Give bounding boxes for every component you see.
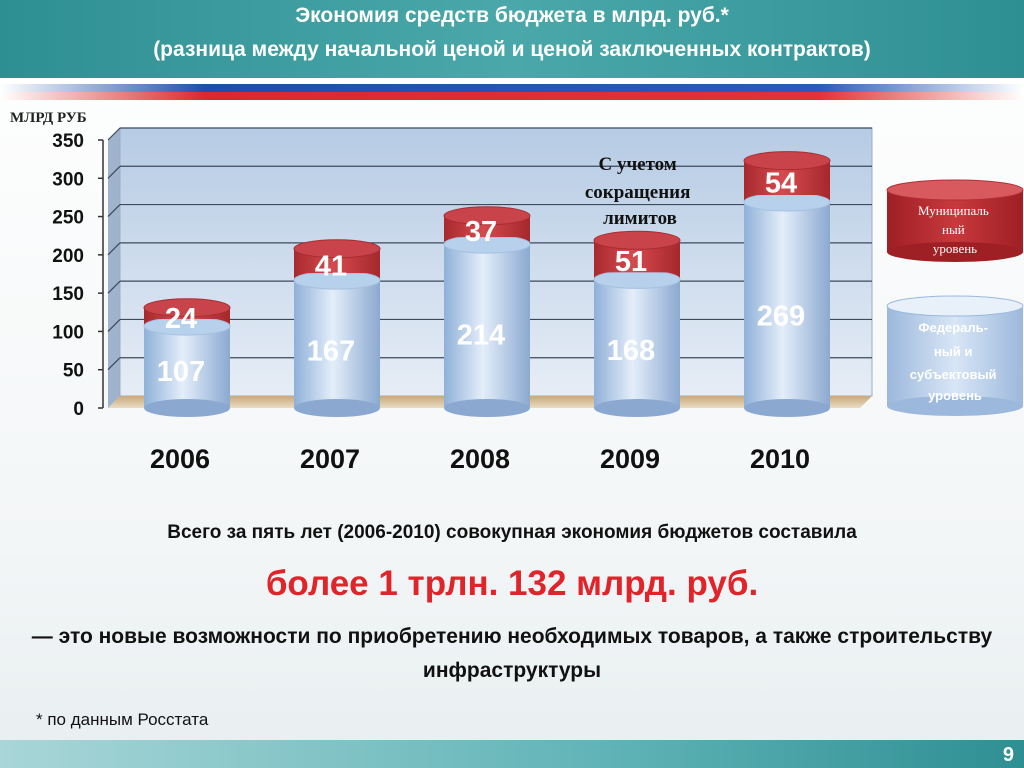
category-label: 2009 <box>600 444 660 474</box>
y-tick-label: 200 <box>52 246 84 267</box>
legend-federal-line-1: Федераль- <box>918 320 988 335</box>
gridline-diag <box>107 127 121 141</box>
legend-municipal-top <box>886 179 1024 201</box>
value-label-municipal: 41 <box>315 250 347 282</box>
slide-title: Экономия средств бюджета в млрд. руб.* <box>295 4 729 27</box>
bar-federal-base <box>744 399 830 417</box>
legend-municipal-line-1: Муниципаль <box>918 203 989 218</box>
category-label: 2006 <box>150 444 210 474</box>
bar-2006: 107 24 <box>143 298 231 417</box>
svg-text:Федераль- ный и су: Федераль- ный и субъектовый уровень <box>910 320 1000 403</box>
bar-federal-base <box>144 399 230 417</box>
value-label-federal: 269 <box>757 300 805 332</box>
summary-line-1: Всего за пять лет (2006-2010) совокупная… <box>167 522 857 543</box>
gridline-diag <box>107 242 121 256</box>
annotation-line-1: С учетом <box>598 154 676 175</box>
legend-federal-bottom <box>887 396 1023 416</box>
bar-federal-body <box>444 244 530 408</box>
bar-top-cap <box>293 239 381 259</box>
bar-federal-body <box>144 326 230 408</box>
page-number: 9 <box>1002 744 1014 766</box>
slide-subtitle: (разница между начальной ценой и ценой з… <box>153 38 871 61</box>
bar-federal-body <box>594 279 680 408</box>
gridline-diag <box>107 280 121 294</box>
value-label-municipal: 24 <box>165 303 197 335</box>
footnote: * по данным Росстата <box>36 710 209 729</box>
gridline-diag <box>107 357 121 371</box>
legend-municipal-line-2: ный <box>942 222 965 237</box>
category-labels: 2006 2007 2008 2009 2010 <box>150 444 810 474</box>
gridline-diag <box>107 319 121 332</box>
summary-total: более 1 трлн. 132 млрд. руб. <box>265 564 759 603</box>
category-label: 2007 <box>300 444 360 474</box>
category-label: 2008 <box>450 444 510 474</box>
annotation-line-2: сокращения <box>585 182 691 203</box>
slide-header: Экономия средств бюджета в млрд. руб.* (… <box>0 0 1024 78</box>
header-stripe-red <box>0 92 1024 100</box>
bar-top-cap <box>443 206 531 226</box>
legend-municipal: Муниципаль ный уровень <box>886 179 1024 262</box>
annotation-line-3: лимитов <box>603 208 677 229</box>
value-label-municipal: 54 <box>765 167 797 199</box>
annotation-text: С учетом сокращения лимитов <box>585 154 695 229</box>
y-tick-label: 100 <box>52 322 84 343</box>
legend-federal-body <box>887 306 1023 406</box>
legend-federal-line-2: ный и <box>934 344 973 359</box>
category-label: 2010 <box>750 444 810 474</box>
y-tick-label: 350 <box>52 131 84 152</box>
legend-municipal-line-3: уровень <box>933 241 977 256</box>
plot-side-wall <box>108 128 120 408</box>
y-tick-label: 150 <box>52 284 84 305</box>
bars: 107 24 167 41 214 37 168 51 269 54 <box>143 151 831 417</box>
bar-top-cap <box>593 230 681 250</box>
value-label-municipal: 37 <box>465 216 497 248</box>
budget-savings-chart: 0 50 100 150 200 250 300 350 МЛРД РУБ 107 24 167 4… <box>10 110 1024 474</box>
legend-federal: Федераль- ный и субъектовый уровень <box>886 295 1024 416</box>
y-axis-unit-label: МЛРД РУБ <box>10 110 87 126</box>
svg-text:Муниципаль ный уро: Муниципаль ный уровень <box>918 203 992 256</box>
summary-line-3: — это новые возможности по приобретению … <box>31 625 993 682</box>
bar-federal-base <box>444 399 530 417</box>
legend-federal-top <box>886 295 1024 317</box>
gridline-diag <box>107 165 121 179</box>
value-label-federal: 107 <box>157 356 205 388</box>
bar-2008: 214 37 <box>443 206 531 417</box>
legend-municipal-bottom <box>887 242 1023 262</box>
value-label-municipal: 51 <box>615 246 647 278</box>
bar-federal-body <box>294 280 380 408</box>
bar-top-cap <box>143 298 231 318</box>
legend-federal-line-4: уровень <box>928 388 982 403</box>
y-tick-label: 50 <box>63 361 84 382</box>
y-tick-label: 0 <box>73 399 84 420</box>
value-label-federal: 167 <box>307 335 355 367</box>
footer-band <box>0 740 1024 768</box>
y-axis-ticks: 0 50 100 150 200 250 300 350 <box>52 131 103 420</box>
header-stripe-blue <box>0 84 1024 92</box>
value-label-federal: 214 <box>457 319 505 351</box>
bar-2009: 168 51 <box>593 230 681 417</box>
y-tick-label: 300 <box>52 169 84 190</box>
value-label-federal: 168 <box>607 335 655 367</box>
gridline-diag <box>107 204 121 217</box>
bar-top-cap <box>743 151 831 171</box>
bar-federal-base <box>294 399 380 417</box>
header-stripe-white <box>0 78 1024 84</box>
bar-federal-base <box>594 399 680 417</box>
bar-2010: 269 54 <box>743 151 831 417</box>
bar-federal-body <box>744 202 830 408</box>
legend-federal-line-3: субъектовый <box>910 367 997 382</box>
bar-2007: 167 41 <box>293 239 381 417</box>
y-tick-label: 250 <box>52 208 84 229</box>
